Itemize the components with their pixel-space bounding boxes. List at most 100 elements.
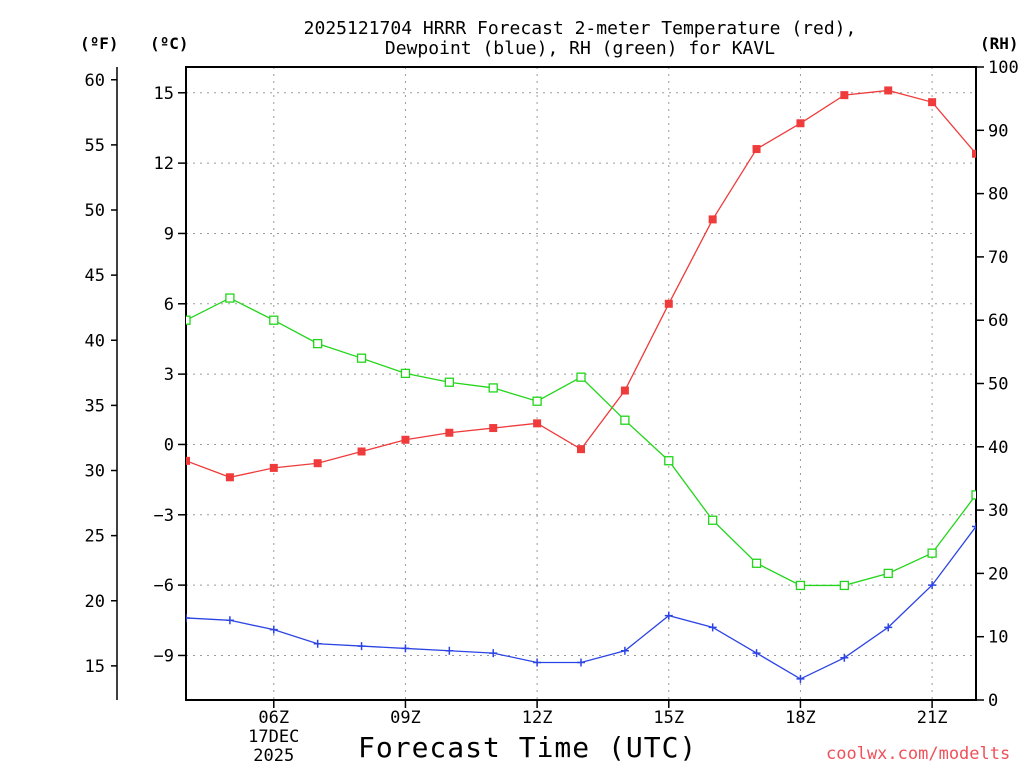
fahrenheit-tick-label: 35 xyxy=(85,396,105,416)
rh-tick-label: 10 xyxy=(988,628,1008,648)
celsius-tick-label: 0 xyxy=(164,435,174,455)
fahrenheit-tick-label: 30 xyxy=(85,462,105,482)
relative-humidity-point xyxy=(225,293,235,303)
temperature-point xyxy=(664,299,673,308)
relative-humidity-point xyxy=(356,353,367,363)
relative-humidity-point xyxy=(186,315,191,325)
rh-tick-label: 50 xyxy=(988,375,1008,395)
chart-title-line2: Dewpoint (blue), RH (green) for KAVL xyxy=(384,38,776,59)
x-tick-label: 21Z xyxy=(917,708,948,728)
relative-humidity-point xyxy=(708,515,718,525)
fahrenheit-tick-label: 55 xyxy=(85,136,105,156)
dewpoint-point xyxy=(928,581,937,590)
rh-tick-label: 90 xyxy=(988,121,1008,141)
fahrenheit-tick-label: 60 xyxy=(85,71,105,91)
temperature-point xyxy=(840,91,849,100)
fahrenheit-tick-label: 50 xyxy=(85,201,105,221)
x-tick-year-label: 2025 xyxy=(253,746,294,766)
fahrenheit-unit-label: (ºF) xyxy=(80,34,119,53)
dewpoint-point xyxy=(840,653,849,662)
temperature-point xyxy=(357,447,366,456)
relative-humidity-point xyxy=(313,338,323,349)
temperature-point xyxy=(928,98,937,107)
celsius-tick-label: −6 xyxy=(154,576,174,596)
relative-humidity-line xyxy=(186,297,976,587)
rh-tick-label: 70 xyxy=(988,248,1008,268)
dewpoint-point xyxy=(577,658,585,667)
dewpoint-point xyxy=(357,642,366,651)
rh-tick-label: 0 xyxy=(988,691,998,711)
rh-tick-label: 20 xyxy=(988,564,1008,584)
celsius-tick-label: 15 xyxy=(154,84,174,104)
fahrenheit-tick-label: 15 xyxy=(85,657,105,677)
dewpoint-point xyxy=(796,674,805,683)
dewpoint-point xyxy=(972,522,976,531)
dewpoint-point xyxy=(401,644,410,653)
temperature-point xyxy=(445,428,454,437)
celsius-tick-label: −9 xyxy=(154,646,174,666)
relative-humidity-point xyxy=(444,377,454,387)
relative-humidity-point xyxy=(620,415,630,425)
celsius-tick-label: 9 xyxy=(164,224,174,244)
temperature-point xyxy=(620,386,629,395)
credit-link[interactable]: coolwx.com/modelts xyxy=(826,744,1011,764)
rh-tick-label: 30 xyxy=(988,501,1008,521)
celsius-tick-label: 6 xyxy=(164,295,174,315)
temperature-point xyxy=(972,149,976,158)
relative-humidity-point xyxy=(927,548,937,558)
relative-humidity-point xyxy=(971,490,976,500)
relative-humidity-point xyxy=(664,456,674,466)
relative-humidity-point xyxy=(795,580,806,591)
fahrenheit-tick-label: 40 xyxy=(85,331,105,351)
dewpoint-point xyxy=(225,616,234,625)
x-tick-label: 15Z xyxy=(653,708,684,728)
plot-frame xyxy=(185,66,977,701)
temperature-point xyxy=(489,424,498,433)
x-tick-label: 18Z xyxy=(785,708,816,728)
rh-tick-label: 100 xyxy=(988,58,1019,78)
celsius-tick-label: −3 xyxy=(154,506,174,526)
relative-humidity-point xyxy=(751,558,762,568)
x-tick-label: 06Z xyxy=(258,708,289,728)
chart-title-line1: 2025121704 HRRR Forecast 2-meter Tempera… xyxy=(303,18,857,39)
temperature-point xyxy=(752,145,761,154)
temperature-point xyxy=(225,473,234,482)
rh-tick-label: 60 xyxy=(988,311,1008,331)
fahrenheit-tick-label: 45 xyxy=(85,266,105,286)
dewpoint-point xyxy=(445,646,454,655)
x-tick-date-label: 17DEC xyxy=(248,727,299,747)
temperature-point xyxy=(884,86,893,95)
dewpoint-point xyxy=(313,639,322,648)
temperature-point xyxy=(186,456,190,465)
dewpoint-line xyxy=(186,526,976,680)
relative-humidity-point xyxy=(883,568,893,579)
dewpoint-point xyxy=(269,625,278,634)
temperature-point xyxy=(313,459,322,468)
dewpoint-point xyxy=(664,611,673,620)
rh-tick-label: 40 xyxy=(988,438,1008,458)
temperature-point xyxy=(708,215,717,224)
relative-humidity-point xyxy=(839,580,849,591)
dewpoint-point xyxy=(708,623,717,632)
fahrenheit-tick-label: 25 xyxy=(85,527,105,547)
fahrenheit-tick-label: 20 xyxy=(85,592,105,612)
x-axis-title: Forecast Time (UTC) xyxy=(358,731,698,764)
dewpoint-point xyxy=(186,613,190,622)
x-tick-label: 09Z xyxy=(390,708,421,728)
temperature-line xyxy=(186,89,976,478)
dewpoint-point xyxy=(489,649,498,658)
relative-humidity-point xyxy=(532,396,542,406)
relative-humidity-point xyxy=(576,372,586,382)
celsius-unit-label: (ºC) xyxy=(150,34,189,53)
temperature-point xyxy=(577,445,585,454)
celsius-tick-label: 3 xyxy=(164,365,174,385)
x-tick-label: 12Z xyxy=(522,708,553,728)
rh-tick-label: 80 xyxy=(988,185,1008,205)
celsius-tick-label: 12 xyxy=(154,154,174,174)
temperature-point xyxy=(269,463,278,472)
dewpoint-point xyxy=(533,658,542,667)
dewpoint-point xyxy=(620,646,629,655)
relative-humidity-point xyxy=(488,383,498,393)
temperature-point xyxy=(401,435,410,444)
